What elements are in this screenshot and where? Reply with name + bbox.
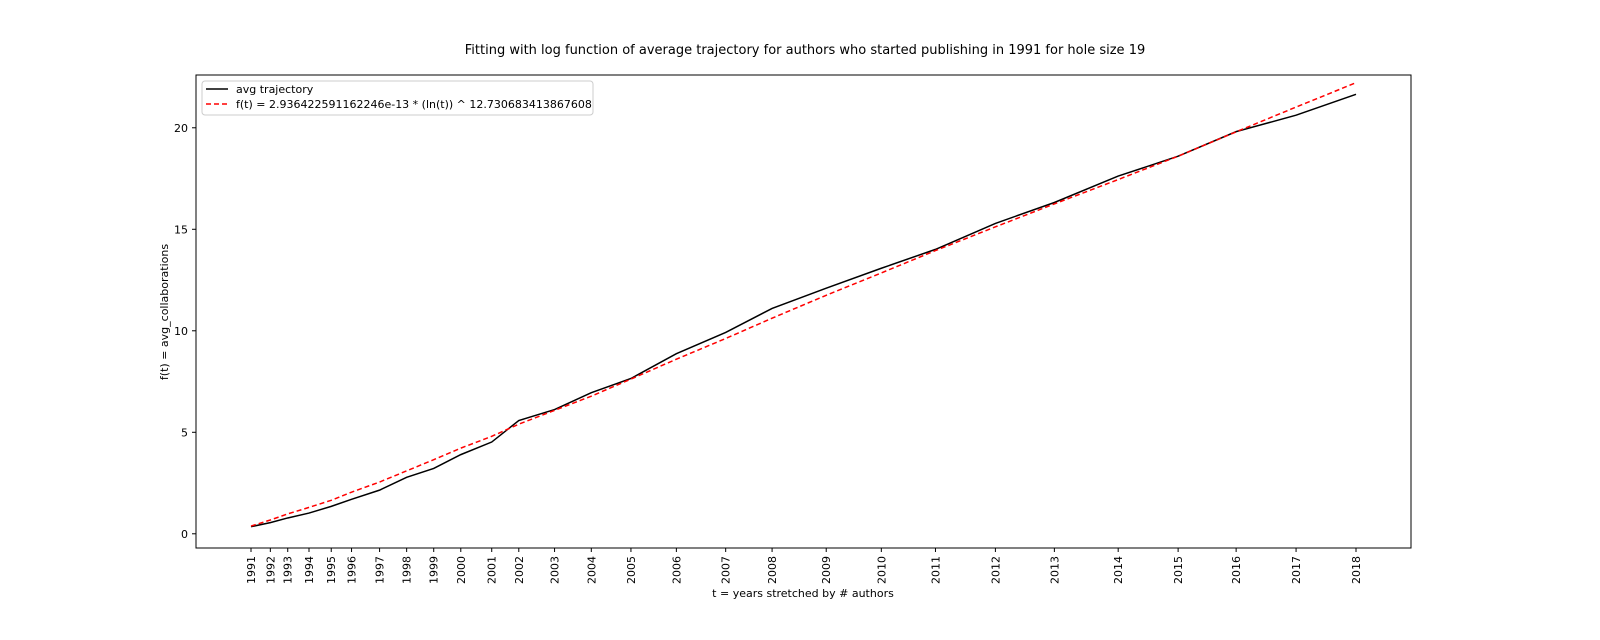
y-axis: 0 5 10 15 20 bbox=[174, 122, 196, 541]
x-tick-label: 2005 bbox=[625, 556, 638, 584]
x-axis: 1991 1992 1993 1994 1995 1996 1997 1998 1999 2000… bbox=[245, 548, 1363, 584]
x-tick-label: 2010 bbox=[875, 556, 888, 584]
y-tick-label: 0 bbox=[181, 528, 188, 541]
x-tick-label: 1991 bbox=[245, 556, 258, 584]
series-line-log-fit bbox=[250, 82, 1357, 527]
x-tick-label: 2004 bbox=[585, 556, 598, 584]
x-tick-label: 2009 bbox=[820, 556, 833, 584]
x-tick-label: 2016 bbox=[1230, 556, 1243, 584]
x-tick-label: 2011 bbox=[929, 556, 942, 584]
x-tick-label: 1996 bbox=[346, 556, 359, 584]
y-axis-label: f(t) = avg_collaborations bbox=[158, 244, 171, 380]
plot-frame bbox=[195, 74, 1412, 549]
legend-label-avg-trajectory: avg trajectory bbox=[236, 83, 314, 96]
x-tick-label: 1995 bbox=[325, 556, 338, 584]
legend-label-log-fit: f(t) = 2.936422591162246e-13 * (ln(t)) ^… bbox=[236, 98, 592, 111]
x-tick-label: 2018 bbox=[1350, 556, 1363, 584]
x-tick-label: 2006 bbox=[670, 556, 683, 584]
x-tick-label: 2013 bbox=[1048, 556, 1061, 584]
x-tick-label: 1992 bbox=[264, 556, 277, 584]
legend-box bbox=[201, 80, 594, 116]
x-tick-label: 2001 bbox=[486, 556, 499, 584]
x-tick-label: 1999 bbox=[428, 556, 441, 584]
x-tick-label: 2008 bbox=[766, 556, 779, 584]
x-tick-label: 2012 bbox=[989, 556, 1002, 584]
x-tick-label: 1997 bbox=[374, 556, 387, 584]
x-tick-label: 2003 bbox=[549, 556, 562, 584]
y-tick-label: 10 bbox=[174, 325, 188, 338]
series-layer bbox=[250, 82, 1357, 528]
x-axis-label: t = years stretched by # authors bbox=[712, 587, 894, 600]
x-tick-label: 1994 bbox=[303, 556, 316, 584]
x-tick-label: 2007 bbox=[720, 556, 733, 584]
y-tick-label: 20 bbox=[174, 122, 188, 135]
chart-title: Fitting with log function of average tra… bbox=[465, 43, 1145, 58]
x-tick-label: 2000 bbox=[455, 556, 468, 584]
y-tick-label: 5 bbox=[181, 426, 188, 439]
x-tick-label: 1993 bbox=[282, 556, 295, 584]
x-tick-label: 2017 bbox=[1290, 556, 1303, 584]
series-line-avg-trajectory bbox=[250, 93, 1357, 528]
x-tick-label: 2015 bbox=[1172, 556, 1185, 584]
legend: avg trajectory f(t) = 2.936422591162246e… bbox=[201, 80, 594, 116]
y-tick-label: 15 bbox=[174, 223, 188, 236]
x-tick-label: 2002 bbox=[513, 556, 526, 584]
x-tick-label: 1998 bbox=[401, 556, 414, 584]
x-tick-label: 2014 bbox=[1112, 556, 1125, 584]
